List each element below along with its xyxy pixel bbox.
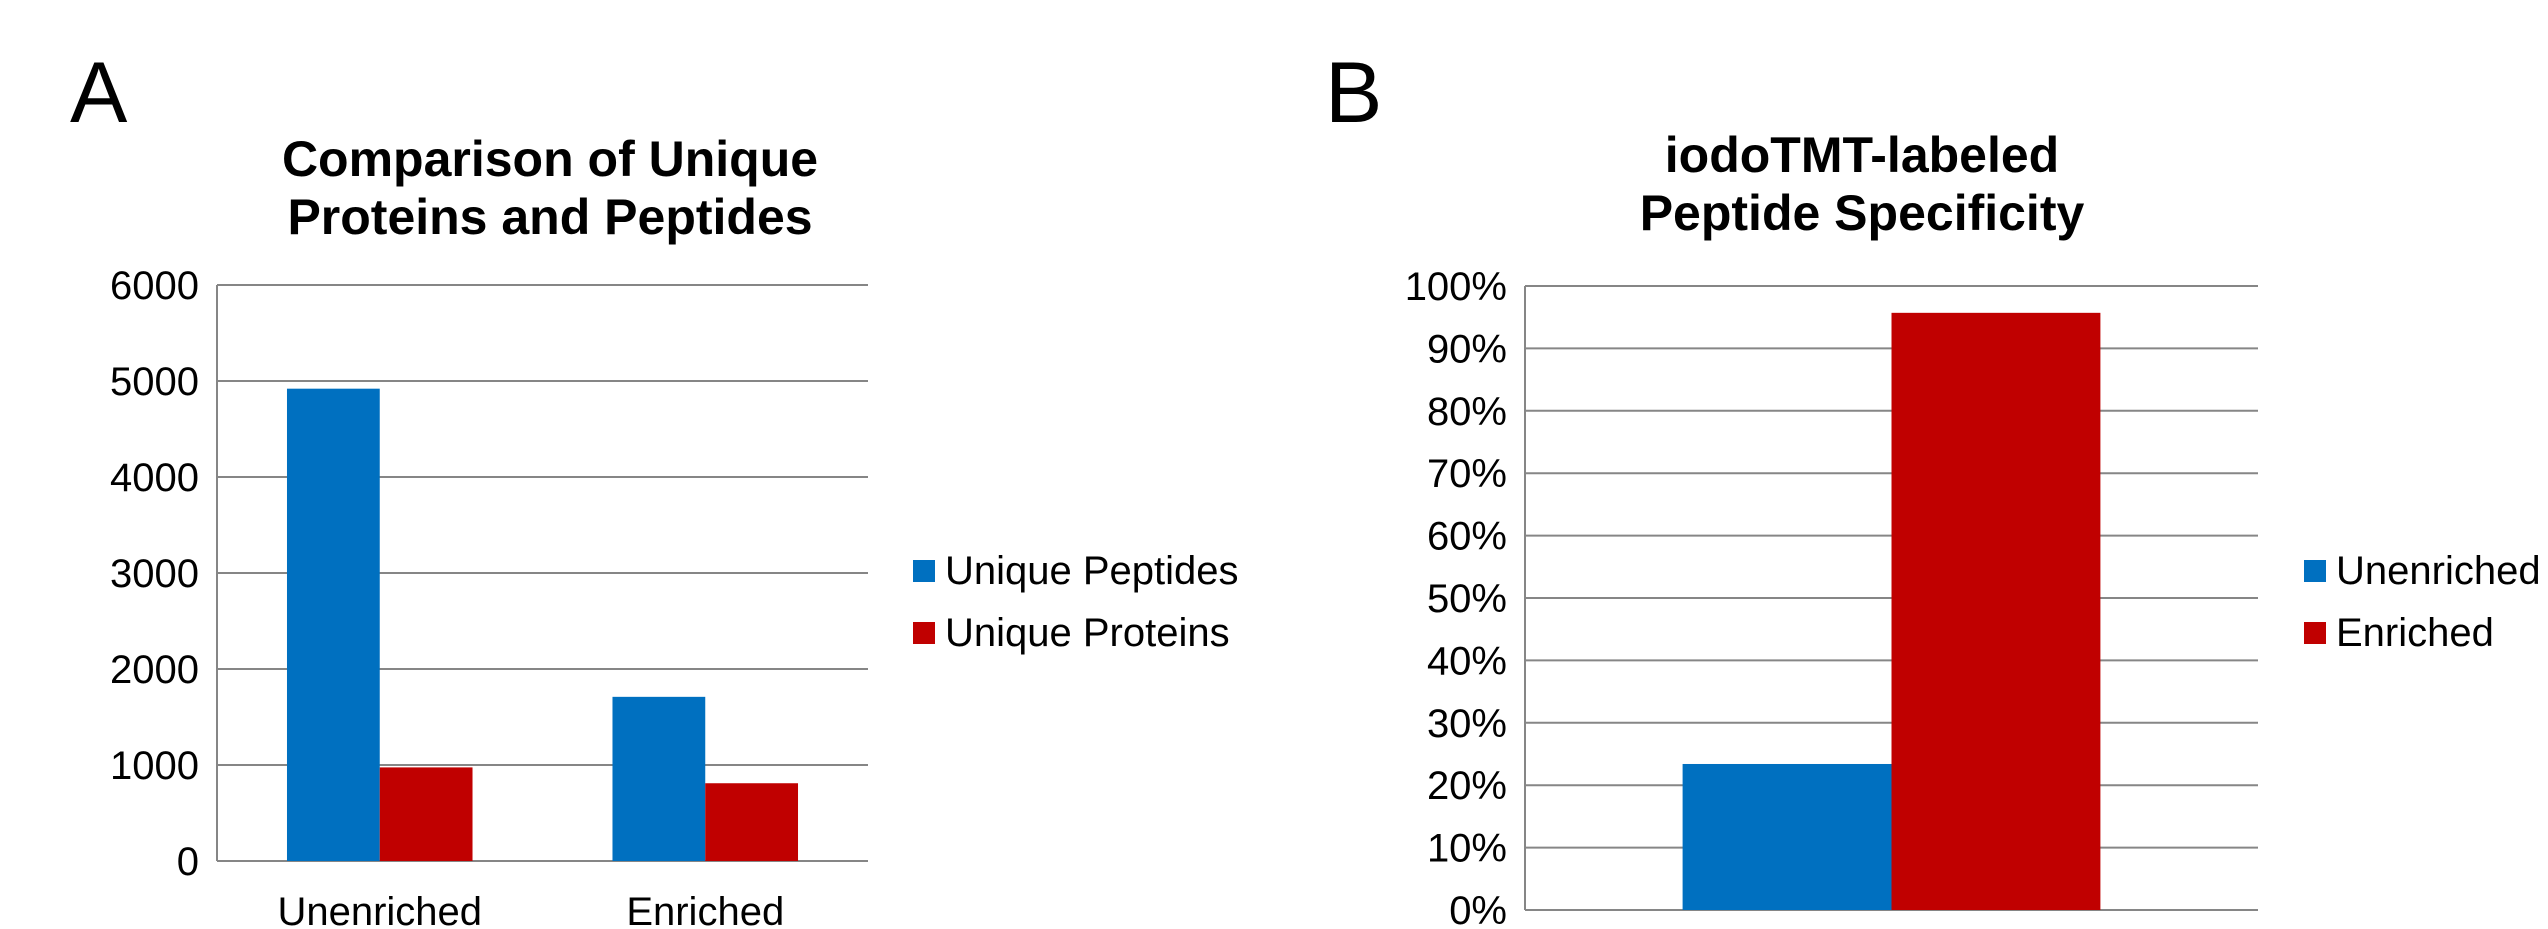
chart-a-ytick-label: 3000 [110,552,199,596]
chart-b-title-line-1: iodoTMT-labeled [1665,127,2059,183]
chart-a-legend-label: Unique Peptides [945,549,1239,593]
chart-a-title-line-2: Proteins and Peptides [287,189,812,245]
chart-b-ytick-label: 40% [1427,639,1507,683]
chart-b-ytick-label: 70% [1427,452,1507,496]
chart-b-ytick-label: 10% [1427,827,1507,871]
chart-a-plot: 0 1000 2000 3000 4000 5000 6000 Unenriched Enric… [110,264,1239,929]
panel-letter-a: A [70,45,128,141]
chart-b-ytick-label: 100% [1405,265,1507,309]
chart-a-ytick-label: 4000 [110,456,199,500]
chart-b-ytick-label: 30% [1427,702,1507,746]
chart-b-ytick-label: 60% [1427,515,1507,559]
chart-b-plot: 0% 10% 20% 30% 40% 50% 60% 70% 80% 90% 100% Unenric… [1405,265,2541,929]
chart-a-legend-swatch [913,622,935,644]
chart-b-legend-label: Unenriched [2336,549,2541,593]
chart-a-bar [612,696,706,861]
chart-a-ytick-label: 6000 [110,264,199,308]
chart-b-bar [1682,763,1892,910]
chart-a-ytick-label: 5000 [110,360,199,404]
chart-a-ytick-label: 2000 [110,648,199,692]
chart-b-legend-swatch [2304,622,2326,644]
chart-b-ytick-label: 20% [1427,764,1507,808]
chart-a-legend-label: Unique Proteins [945,611,1230,655]
chart-a-category-label: Enriched [626,890,784,929]
panel-letter-b: B [1325,45,1382,141]
chart-a-ytick-label: 0 [177,840,199,884]
chart-b-title-line-2: Peptide Specificity [1640,185,2085,241]
chart-a-title-line-1: Comparison of Unique [282,131,818,187]
chart-a-bar [286,388,380,861]
chart-a-bar [379,767,473,861]
chart-b-ytick-label: 50% [1427,577,1507,621]
chart-b-legend-label: Enriched [2336,611,2494,655]
chart-a-bar [705,783,799,861]
chart-b-legend-swatch [2304,560,2326,582]
chart-a-category-label: Unenriched [277,890,482,929]
chart-b-ytick-label: 80% [1427,390,1507,434]
chart-b-bar [1891,312,2101,910]
chart-b-ytick-label: 0% [1449,889,1507,929]
chart-b-ytick-label: 90% [1427,327,1507,371]
chart-a-legend-swatch [913,560,935,582]
chart-a-ytick-label: 1000 [110,744,199,788]
